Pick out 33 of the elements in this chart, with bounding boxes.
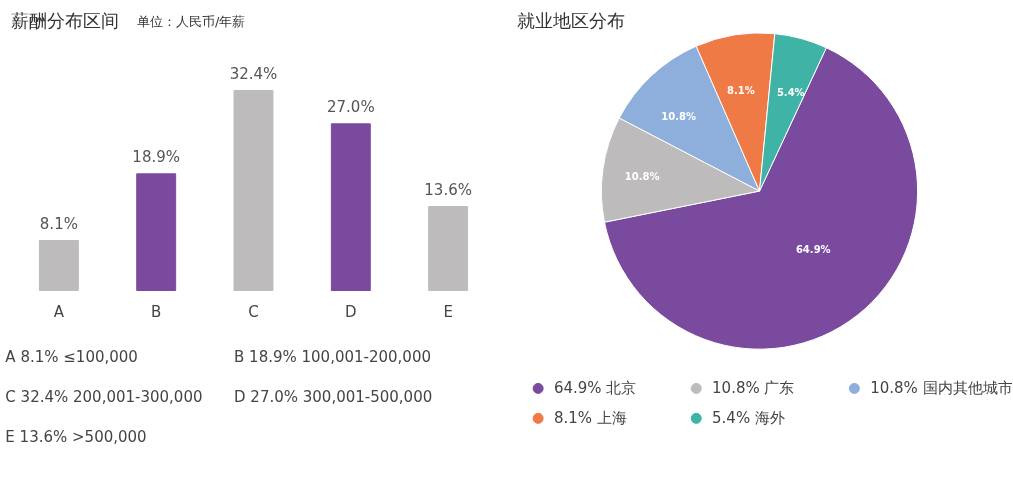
chart-subtitle: 单位：人民币/年薪 (137, 14, 246, 30)
text: A 8.1% ≤100,000 (5, 347, 138, 366)
legend-label: 64.9% 北京 (553, 379, 637, 398)
bar (136, 173, 177, 291)
data-label: 10.8% (624, 171, 660, 183)
legend-label: 10.8% 广东 (712, 379, 795, 398)
data-label: 32.4% (229, 64, 278, 83)
data-label: 10.8% (661, 110, 696, 122)
x-tick-label: A (53, 302, 65, 321)
text: D 27.0% 300,001-500,000 (234, 387, 433, 406)
text: B 18.9% 100,001-200,000 (234, 347, 431, 366)
data-label: 18.9% (132, 147, 181, 166)
chart-title: 薪酬分布区间 (10, 10, 119, 32)
x-tick-label: C (248, 302, 259, 321)
bar (428, 206, 469, 291)
text: C 32.4% 200,001-300,000 (5, 387, 203, 406)
data-label: 27.0% (326, 97, 375, 116)
chart-title: 就业地区分布 (516, 10, 625, 32)
bar (233, 90, 274, 291)
x-tick-label: B (151, 302, 162, 321)
bar (38, 240, 79, 291)
x-tick-label: E (443, 302, 453, 321)
data-label: 13.6% (424, 180, 472, 199)
legend-label: 8.1% 上海 (553, 409, 627, 428)
data-label: 5.4% (776, 87, 805, 99)
data-label: 64.9% (795, 244, 831, 256)
bar (330, 123, 371, 291)
text: E 13.6% >500,000 (5, 427, 147, 446)
data-label: 8.1% (727, 84, 755, 96)
legend-label: 10.8% 国内其他城市 (870, 379, 1013, 398)
x-tick-label: D (345, 302, 357, 321)
data-label: 8.1% (39, 214, 78, 233)
legend-label: 5.4% 海外 (712, 409, 785, 428)
